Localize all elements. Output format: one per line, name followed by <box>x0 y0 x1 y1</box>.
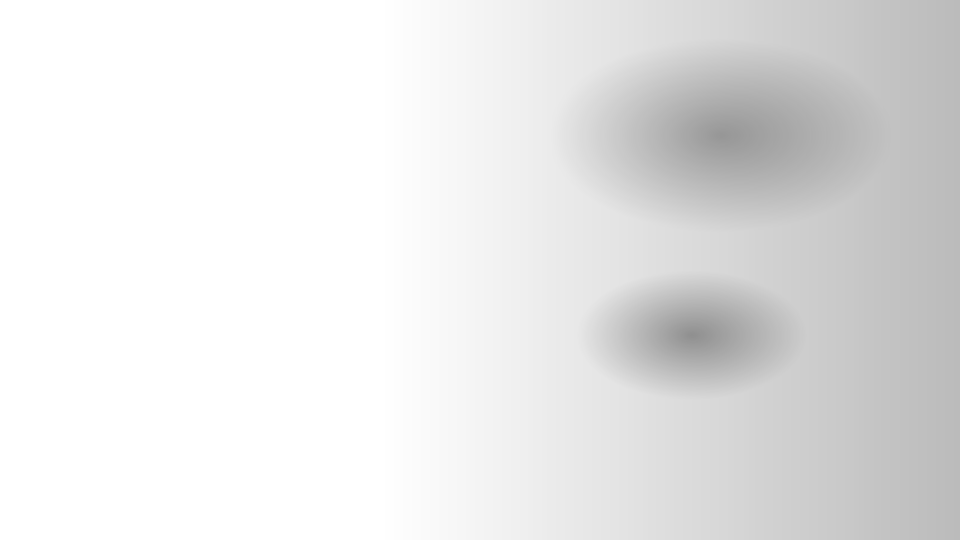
Text: What We do in instrumentation turnkey projects: What We do in instrumentation turnkey pr… <box>27 24 673 49</box>
Text: Ø  Instrumentation, Wiring & Terminations - Pre-checks & Commissioning
     Supp: Ø Instrumentation, Wiring & Terminations… <box>24 465 761 507</box>
Text: Ø  Laying & Termination of Control / Signal Wires as per Diagrams.: Ø Laying & Termination of Control / Sign… <box>24 385 695 403</box>
Text: Ø  Electrical, Electronics & Instrumentation Mass Control Wiring of
     PLC, SC: Ø Electrical, Electronics & Instrumentat… <box>24 107 699 174</box>
Text: Ø  Installation & Wiring of Precision Instruments like Flow Meter,
     Pneumati: Ø Installation & Wiring of Precision Ins… <box>24 224 679 316</box>
FancyBboxPatch shape <box>7 3 693 70</box>
